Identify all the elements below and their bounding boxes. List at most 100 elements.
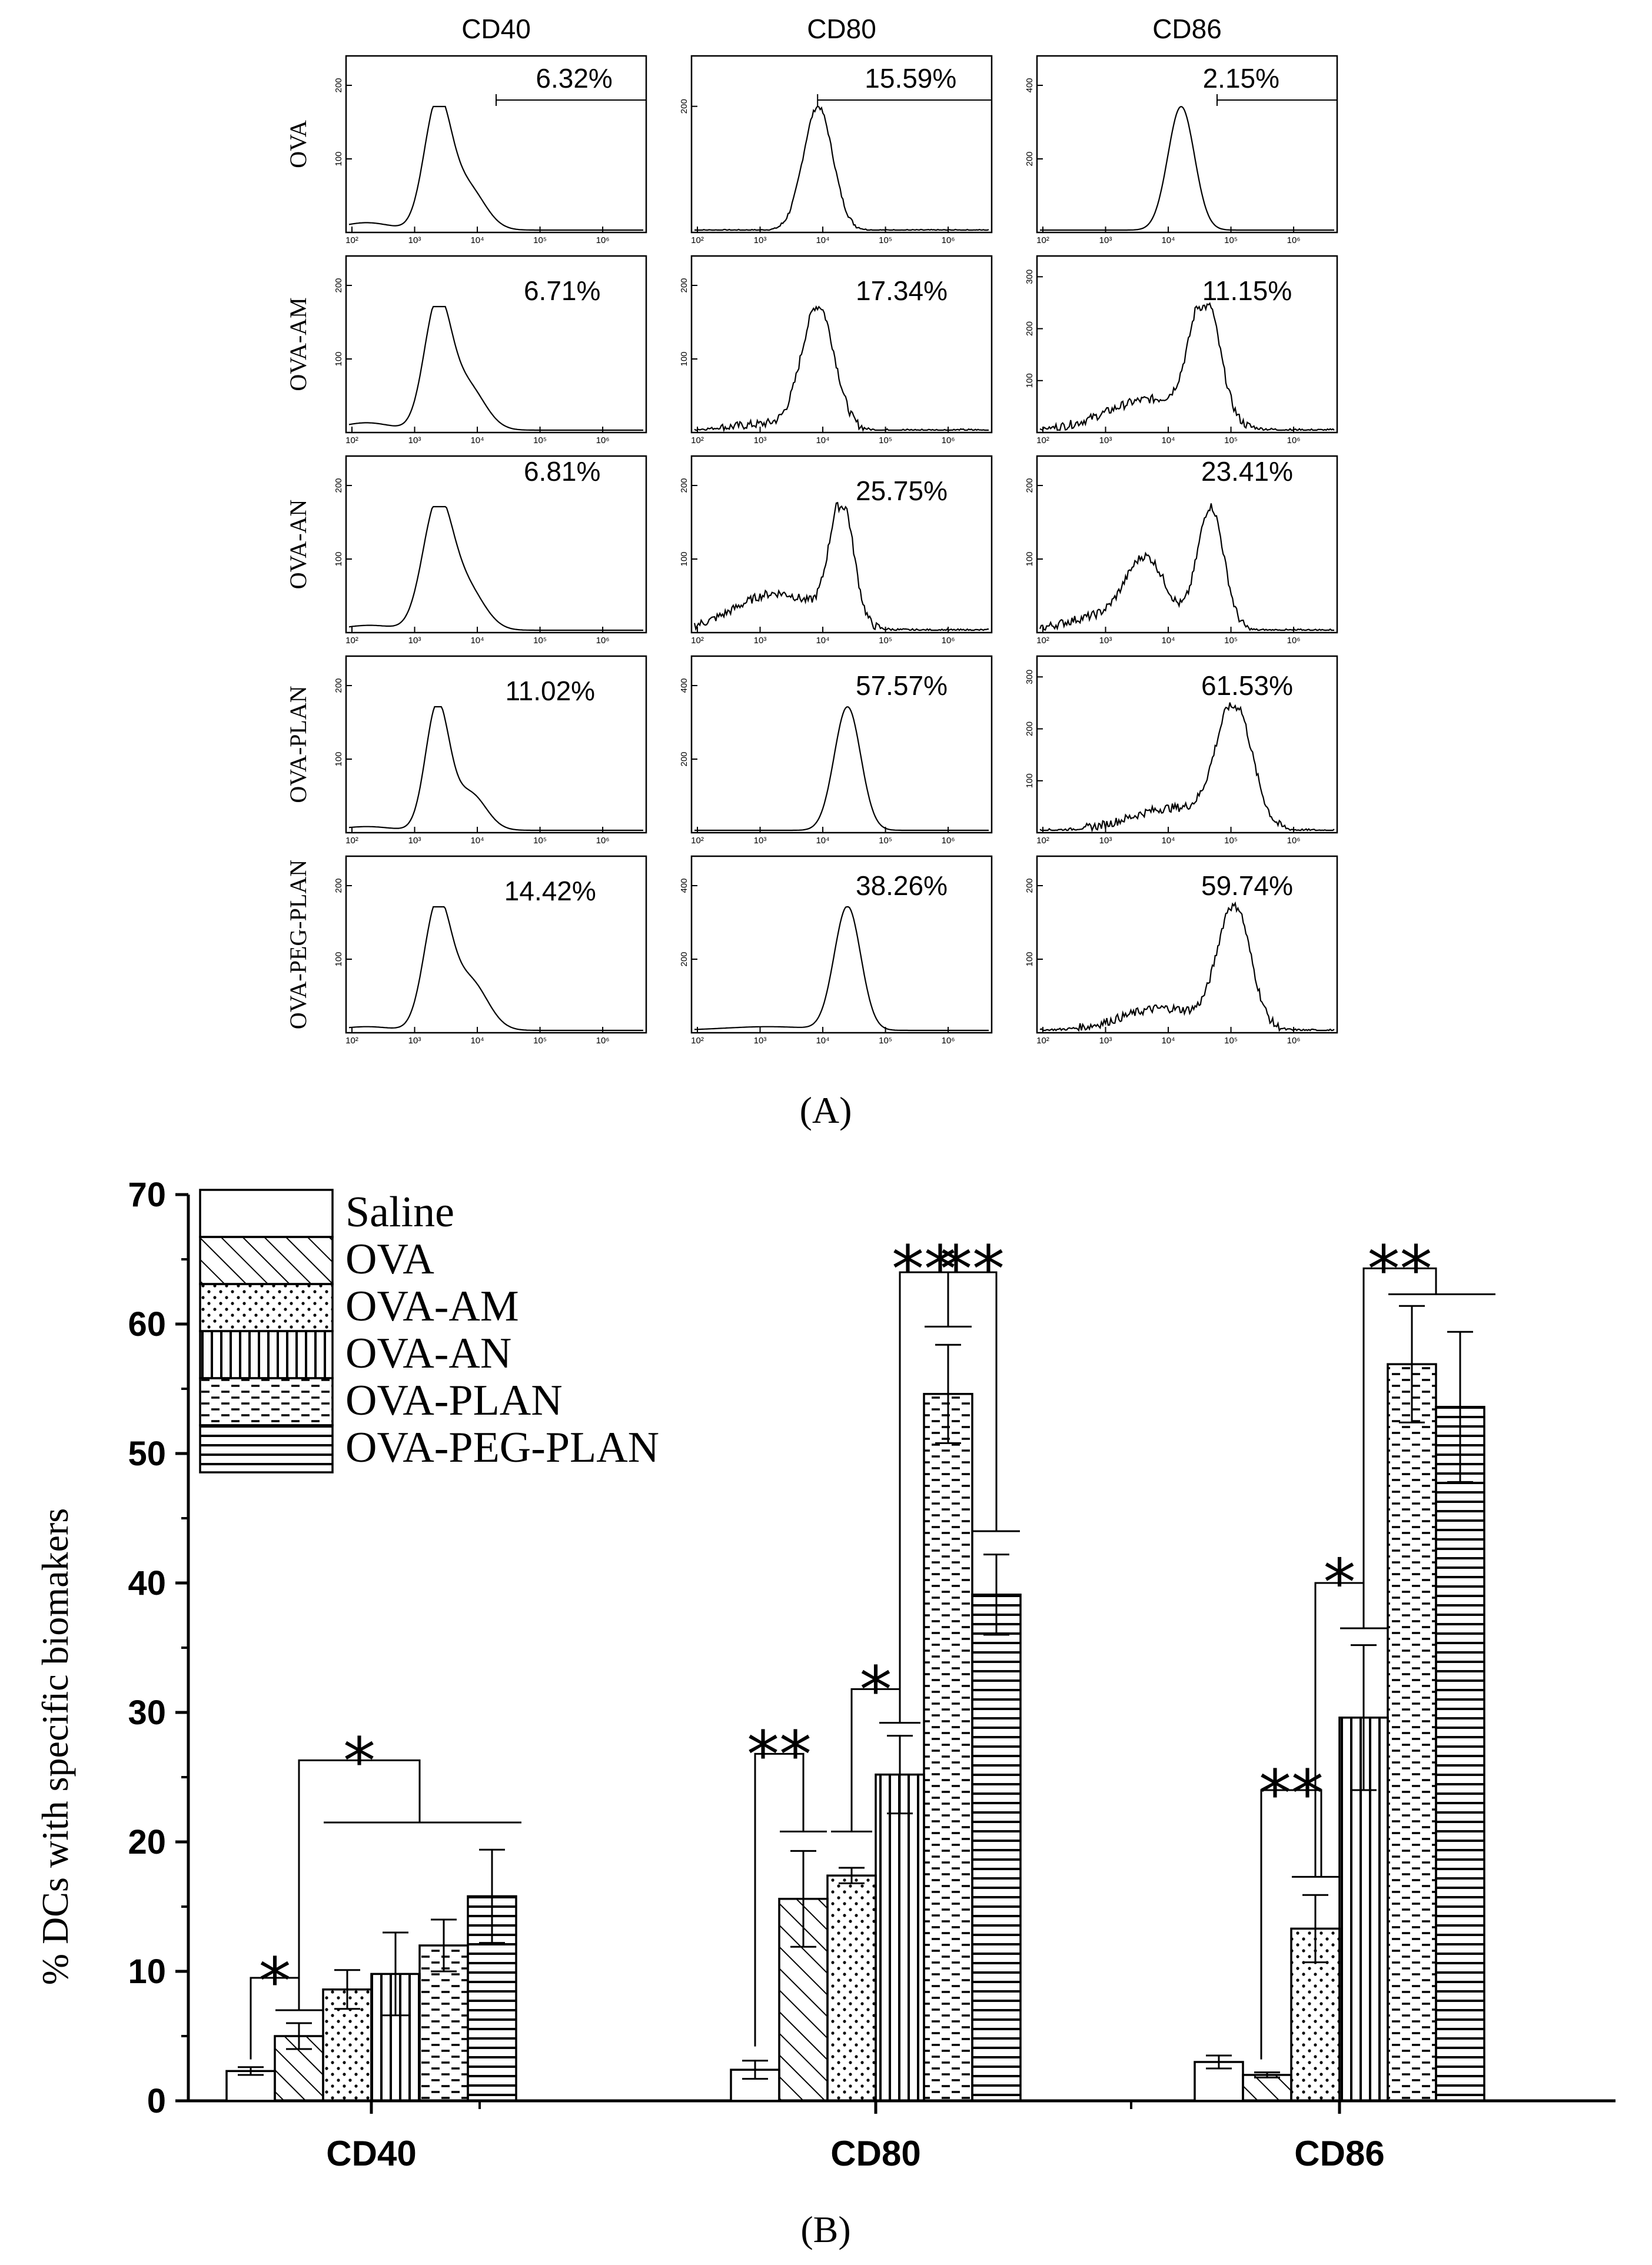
- x-category-label-cd86: CD86: [1294, 2134, 1384, 2173]
- y-tick-label: 100: [334, 151, 344, 166]
- x-tick-label: 10⁵: [533, 435, 547, 445]
- histogram-curve: [1040, 106, 1334, 231]
- x-tick-label: 10³: [1099, 435, 1112, 445]
- x-tick-label: 10³: [1099, 636, 1112, 646]
- significance-bracket: [298, 1759, 421, 2010]
- significance-marker: *: [259, 1944, 291, 2019]
- significance-marker: **: [892, 1232, 956, 1307]
- x-tick-label: 10²: [1036, 836, 1049, 846]
- x-tick-label: 10⁶: [596, 235, 610, 245]
- legend-label: OVA-AN: [345, 1329, 511, 1378]
- x-tick-label: 10⁴: [470, 435, 484, 445]
- y-tick-label: 200: [334, 878, 344, 893]
- y-tick-label: 100: [679, 551, 689, 566]
- legend-label: OVA-PEG-PLAN: [345, 1423, 659, 1472]
- y-tick-label: 100: [334, 952, 344, 966]
- x-tick-label: 10⁵: [1224, 636, 1238, 646]
- x-tick-label: 10²: [691, 435, 704, 445]
- column-header-cd86: CD86: [1152, 14, 1222, 44]
- bar-ova-an-cd80: [875, 1773, 925, 2102]
- y-tick-label: 20: [128, 1823, 166, 1861]
- legend-swatch: [199, 1283, 334, 1332]
- x-tick-label: 10³: [408, 636, 421, 646]
- x-tick-label: 10⁴: [1161, 1036, 1175, 1046]
- histogram-ova-peg-plan-cd40: 10² 10³ 10⁴ 10⁵ 10⁶ 100 200 14.42%: [334, 855, 647, 1046]
- x-tick-label: 10⁵: [879, 1036, 892, 1046]
- legend-label: OVA-PLAN: [345, 1376, 563, 1425]
- y-tick-label: 60: [128, 1305, 166, 1343]
- x-tick-label: 10⁵: [1224, 836, 1238, 846]
- histogram-curve: [1039, 302, 1335, 431]
- percentage-label: 25.75%: [856, 475, 948, 506]
- legend-label: OVA: [345, 1235, 434, 1283]
- y-tick-label: 100: [1025, 373, 1035, 388]
- x-tick-label: 10²: [691, 636, 704, 646]
- x-tick-label: 10³: [408, 435, 421, 445]
- y-tick-label: 200: [679, 278, 689, 292]
- y-tick-label: 10: [128, 1953, 166, 1991]
- histogram-curve: [694, 105, 989, 231]
- significance-marker: **: [1259, 1756, 1324, 1831]
- legend-label: OVA-AM: [345, 1282, 519, 1331]
- x-tick-label: 10⁵: [879, 435, 892, 445]
- x-tick-label: 10³: [1099, 235, 1112, 245]
- row-labels: OVA OVA-AM OVA-AN OVA-PLAN OVA-PEG-PLAN: [285, 120, 311, 1029]
- percentage-label: 11.15%: [1202, 275, 1292, 306]
- row-label-ova-an: OVA-AN: [285, 500, 311, 590]
- x-tick-label: 10⁴: [470, 235, 484, 245]
- histogram-frame: [1036, 455, 1338, 634]
- histogram-curve: [694, 706, 989, 832]
- legend-label: Saline: [345, 1188, 454, 1236]
- x-tick-label: 10³: [408, 235, 421, 245]
- y-tick-label: 200: [1025, 878, 1035, 893]
- legend-item-ova: OVA: [199, 1235, 434, 1285]
- row-label-ova: OVA: [285, 120, 311, 168]
- histogram-frame: [690, 455, 993, 634]
- significance-brackets: ** ************: [250, 1232, 1495, 2060]
- x-tick-label: 10²: [691, 836, 704, 846]
- x-tick-label: 10⁵: [1224, 435, 1238, 445]
- x-tick-label: 10⁶: [596, 636, 610, 646]
- y-tick-label: 200: [1025, 151, 1035, 166]
- bar-ova-am-cd80: [826, 1874, 877, 2102]
- x-tick-label: 10⁶: [1287, 636, 1301, 646]
- x-tick-label: 10⁶: [942, 235, 955, 245]
- histogram-ova-cd40: 10² 10³ 10⁴ 10⁵ 10⁶ 100 200 6.32%: [334, 55, 647, 245]
- percentage-label: 11.02%: [505, 676, 595, 706]
- x-tick-label: 10³: [1099, 836, 1112, 846]
- histogram-curve: [348, 505, 643, 631]
- x-tick-label: 10⁴: [816, 1036, 829, 1046]
- legend-swatch: [199, 1424, 334, 1474]
- significance-marker: **: [1368, 1232, 1432, 1307]
- x-tick-label: 10³: [408, 836, 421, 846]
- histogram-frame: [690, 255, 993, 434]
- y-tick-label: 200: [1025, 721, 1035, 736]
- legend-swatch: [199, 1330, 334, 1379]
- y-tick-label: 200: [679, 478, 689, 493]
- y-tick-label: 30: [128, 1694, 166, 1732]
- y-tick-label: 70: [128, 1176, 166, 1214]
- histogram-frame: [1036, 655, 1338, 834]
- x-tick-label: 10⁴: [1161, 836, 1175, 846]
- y-tick-label: 200: [334, 478, 344, 493]
- significance-marker: **: [747, 1717, 812, 1792]
- y-tick-label: 100: [679, 351, 689, 366]
- y-tick-label: 100: [334, 551, 344, 566]
- histogram-curve: [348, 105, 643, 231]
- percentage-label: 57.57%: [856, 670, 948, 701]
- histogram-curve: [1039, 901, 1335, 1032]
- x-tick-label: 10²: [1036, 435, 1049, 445]
- x-tick-label: 10⁵: [879, 836, 892, 846]
- column-headers: CD40 CD80 CD86: [461, 14, 1222, 44]
- x-tick-label: 10⁴: [816, 636, 829, 646]
- y-tick-label: 100: [334, 751, 344, 766]
- x-tick-label: 10³: [754, 636, 767, 646]
- y-tick-label: 400: [1025, 78, 1035, 92]
- x-tick-label: 10⁴: [1161, 435, 1175, 445]
- percentage-label: 23.41%: [1201, 456, 1293, 487]
- x-tick-label: 10⁴: [816, 836, 829, 846]
- histogram-curve: [694, 305, 989, 433]
- y-tick-label: 200: [679, 99, 689, 114]
- y-tick-label: 300: [1025, 670, 1035, 684]
